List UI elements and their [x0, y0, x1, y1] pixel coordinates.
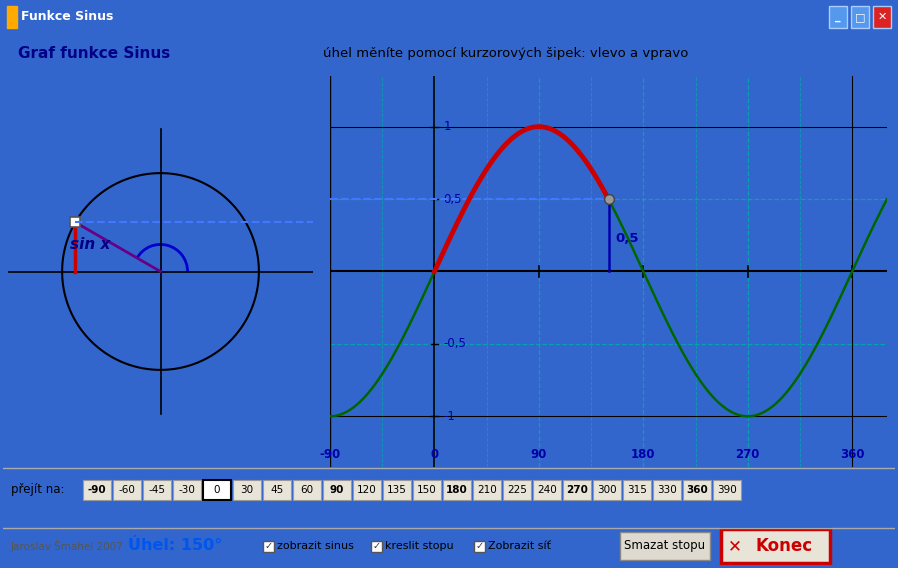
- Text: □: □: [855, 12, 866, 22]
- Text: Jaroslav Šmahel 2007: Jaroslav Šmahel 2007: [11, 540, 124, 552]
- Text: 90: 90: [330, 485, 344, 495]
- Text: 180: 180: [446, 485, 468, 495]
- Text: -90: -90: [320, 448, 340, 461]
- Text: Konec: Konec: [755, 537, 813, 555]
- Text: 225: 225: [507, 485, 527, 495]
- Text: 210: 210: [477, 485, 497, 495]
- FancyBboxPatch shape: [829, 6, 847, 28]
- Bar: [263, 541, 274, 552]
- Text: ✓: ✓: [475, 541, 483, 551]
- FancyBboxPatch shape: [721, 529, 830, 563]
- Text: -60: -60: [119, 485, 136, 495]
- Text: 0,5: 0,5: [444, 193, 462, 206]
- Text: 0: 0: [214, 485, 220, 495]
- Text: Smazat stopu: Smazat stopu: [624, 540, 706, 553]
- Text: Funkce Sinus: Funkce Sinus: [21, 10, 113, 23]
- Text: -45: -45: [148, 485, 165, 495]
- Text: ✕: ✕: [877, 12, 886, 22]
- Text: kreslit stopu: kreslit stopu: [385, 541, 453, 551]
- Text: Graf funkce Sinus: Graf funkce Sinus: [18, 46, 171, 61]
- Text: sin x: sin x: [70, 237, 110, 252]
- Bar: [113, 480, 141, 500]
- Bar: [383, 480, 411, 500]
- Bar: [623, 480, 651, 500]
- Polygon shape: [7, 6, 17, 28]
- Bar: [203, 480, 231, 500]
- Text: 0,5: 0,5: [615, 232, 639, 245]
- Bar: [293, 480, 321, 500]
- Text: 0: 0: [430, 448, 438, 461]
- Text: -30: -30: [179, 485, 196, 495]
- Bar: [593, 480, 621, 500]
- Bar: [323, 480, 351, 500]
- Text: 90: 90: [531, 448, 547, 461]
- Text: 135: 135: [387, 485, 407, 495]
- Bar: [353, 480, 381, 500]
- Bar: [413, 480, 441, 500]
- FancyBboxPatch shape: [851, 6, 869, 28]
- Text: 330: 330: [657, 485, 677, 495]
- Text: 360: 360: [840, 448, 865, 461]
- Text: 390: 390: [718, 485, 737, 495]
- Bar: [143, 480, 171, 500]
- Text: 240: 240: [537, 485, 557, 495]
- Bar: [233, 480, 261, 500]
- Text: přejít na:: přejít na:: [11, 483, 65, 496]
- Bar: [83, 480, 111, 500]
- Text: 180: 180: [631, 448, 656, 461]
- Text: 270: 270: [735, 448, 760, 461]
- Bar: [473, 541, 485, 552]
- Text: 150: 150: [418, 485, 436, 495]
- Text: -1: -1: [444, 410, 455, 423]
- Text: ✓: ✓: [264, 541, 273, 551]
- Text: zobrazit sinus: zobrazit sinus: [277, 541, 354, 551]
- Text: 360: 360: [686, 485, 708, 495]
- Text: Zobrazit síť: Zobrazit síť: [488, 541, 550, 551]
- Text: Úhel: 150°: Úhel: 150°: [128, 538, 222, 553]
- Bar: [371, 541, 383, 552]
- Text: _: _: [835, 12, 841, 22]
- Text: 60: 60: [301, 485, 313, 495]
- Text: 270: 270: [566, 485, 588, 495]
- Bar: [713, 480, 741, 500]
- Bar: [263, 480, 291, 500]
- Text: ✓: ✓: [373, 541, 381, 551]
- Bar: [653, 480, 681, 500]
- Text: 45: 45: [270, 485, 284, 495]
- FancyBboxPatch shape: [620, 532, 710, 560]
- Text: 30: 30: [241, 485, 253, 495]
- Text: úhel měníte pomocí kurzorových šipek: vlevo a vpravo: úhel měníte pomocí kurzorových šipek: vl…: [323, 47, 689, 60]
- Text: 120: 120: [357, 485, 377, 495]
- Bar: [683, 480, 711, 500]
- Text: 315: 315: [627, 485, 647, 495]
- FancyBboxPatch shape: [873, 6, 891, 28]
- Bar: [173, 480, 201, 500]
- Bar: [443, 480, 471, 500]
- Bar: [533, 480, 561, 500]
- Text: 1: 1: [444, 120, 451, 133]
- Text: ✕: ✕: [728, 537, 742, 555]
- Bar: [503, 480, 531, 500]
- Bar: [563, 480, 591, 500]
- Text: 300: 300: [597, 485, 617, 495]
- Text: -0,5: -0,5: [444, 337, 467, 350]
- Bar: [473, 480, 501, 500]
- Text: -90: -90: [88, 485, 106, 495]
